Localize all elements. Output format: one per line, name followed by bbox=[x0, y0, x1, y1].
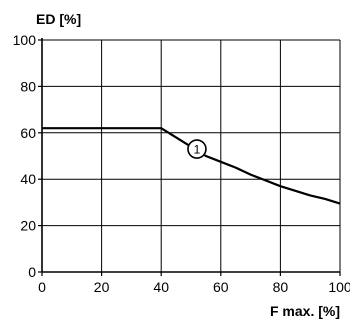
x-tick-label: 100 bbox=[328, 279, 350, 295]
y-axis-title: ED [%] bbox=[36, 11, 81, 27]
x-axis-title: F max. [%] bbox=[270, 303, 340, 319]
y-tick-label: 60 bbox=[20, 125, 36, 141]
x-tick-label: 80 bbox=[273, 279, 289, 295]
series-line bbox=[42, 127, 341, 205]
x-tick-label: 0 bbox=[38, 279, 46, 295]
annotation-circle bbox=[187, 139, 207, 159]
y-tick-label: 20 bbox=[20, 218, 36, 234]
x-tick-label: 60 bbox=[213, 279, 229, 295]
annotation-label: 1 bbox=[194, 143, 201, 157]
y-tick-label: 0 bbox=[28, 264, 36, 280]
x-tick-label: 40 bbox=[153, 279, 169, 295]
annotation-marker: 1 bbox=[187, 139, 207, 159]
x-tick-label: 20 bbox=[94, 279, 110, 295]
y-tick-label: 40 bbox=[20, 171, 36, 187]
y-tick-label: 80 bbox=[20, 78, 36, 94]
y-tick-label: 100 bbox=[13, 32, 37, 48]
